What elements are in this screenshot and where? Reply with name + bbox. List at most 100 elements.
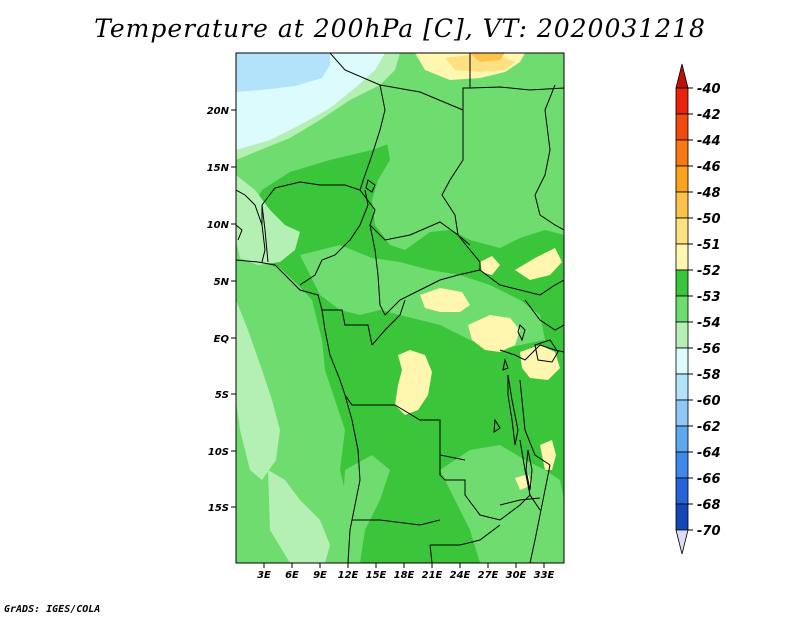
field-54-atlantic (236, 300, 280, 480)
border-nigeria-benin (261, 204, 269, 263)
colorbar-label: -54 (697, 316, 721, 331)
longitude-axis: 3E 6E 9E 12E 15E 18E 21E 24E 27E 30E 33E (257, 563, 555, 581)
map-frame (235, 52, 565, 564)
colorbar-swatch (675, 139, 689, 167)
field-51-east-b (480, 256, 500, 275)
colorbar-swatch (675, 451, 689, 479)
lake-mweru (493, 418, 501, 433)
lake-chad (365, 179, 376, 193)
latitude-axis: 20N 15N 10N 5N EQ 5S 10S 15S (207, 106, 236, 514)
colorbar-swatch (675, 113, 689, 141)
country-borders (236, 53, 564, 563)
border-malawi (519, 439, 541, 511)
grads-credit: GrADS: IGES/COLA (4, 604, 101, 615)
colorbar-swatch (675, 269, 689, 297)
lat-tick-label: 10S (208, 447, 229, 458)
colorbar-label: -56 (697, 342, 721, 357)
border-zambia (439, 455, 531, 521)
lon-tick-label: 12E (338, 570, 359, 581)
colorbar-label: -66 (697, 472, 721, 487)
lon-tick-label: 24E (450, 570, 471, 581)
colorbar-label: -62 (697, 420, 721, 435)
lat-tick-label: 20N (207, 106, 230, 117)
colorbar-swatch (675, 243, 689, 271)
lat-tick-label: 15N (207, 163, 230, 174)
lake-kariba (499, 497, 541, 506)
lon-tick-label: 33E (534, 570, 555, 581)
colorbar-swatch (675, 425, 689, 453)
lon-tick-label: 15E (366, 570, 387, 581)
colorbar-swatch (675, 373, 689, 401)
colorbar-label: -68 (697, 498, 721, 513)
colorbar-label: -46 (697, 160, 721, 175)
colorbar-top-arrow (675, 63, 689, 89)
colorbar-swatch (675, 503, 689, 531)
lon-tick-label: 9E (313, 570, 327, 581)
colorbar-label: -70 (697, 524, 721, 539)
lake-malawi (525, 449, 533, 491)
border-angola-namibia (352, 519, 441, 526)
lat-tick-label: EQ (214, 334, 230, 345)
border-coast-west (236, 259, 361, 563)
lat-tick-label: 10N (207, 220, 230, 231)
field-band-north (372, 53, 564, 250)
colorbar-label: -60 (697, 394, 721, 409)
border-sudan-ethiopia (534, 84, 564, 231)
field-58 (236, 53, 330, 92)
lat-tick-label: 15S (208, 503, 229, 514)
map-area (236, 53, 564, 563)
colorbar-label: -51 (697, 238, 721, 253)
field-51-east-d (540, 440, 556, 470)
field-51-east-a (515, 248, 562, 280)
colorbar-swatch (675, 321, 689, 349)
border-nigeria-cameroon (299, 189, 369, 286)
field-band-southwest (340, 455, 390, 563)
colorbar-label: -64 (697, 446, 721, 461)
colorbar-swatch (675, 165, 689, 193)
border-westafrica (236, 189, 266, 263)
lake-victoria (534, 339, 559, 363)
lon-tick-label: 21E (422, 570, 443, 581)
colorbar-swatch (675, 87, 689, 115)
colorbar-swatch (675, 347, 689, 375)
colorbar-label: -50 (697, 212, 721, 227)
field-51-lakes (468, 315, 520, 352)
colorbar-label: -44 (697, 134, 721, 149)
colorbar-label: -42 (697, 108, 721, 123)
border-tanzania (519, 379, 551, 466)
lon-tick-label: 18E (394, 570, 415, 581)
map-title: Temperature at 200hPa [C], VT: 202003121… (94, 14, 706, 43)
field-band-west (236, 53, 470, 563)
colorbar-label: -48 (697, 186, 721, 201)
colorbar-label: -52 (697, 264, 721, 279)
border-botswana (429, 544, 433, 563)
border-southsudan (479, 269, 564, 296)
border-uganda (524, 299, 564, 331)
lon-tick-label: 30E (506, 570, 527, 581)
lon-tick-label: 6E (285, 570, 299, 581)
field-51-east-c (520, 345, 560, 380)
lake-albert (517, 324, 526, 342)
colorbar-swatch (675, 217, 689, 245)
border-chad-car (359, 189, 459, 241)
field-51-congo-a (395, 350, 432, 415)
colorbar-swatch (675, 295, 689, 323)
colorbar-swatch (675, 191, 689, 219)
lake-volta (236, 224, 243, 241)
field-51-congo-b (420, 288, 470, 312)
border-car-congo (384, 269, 481, 316)
lat-tick-label: 5N (214, 277, 230, 288)
colorbar-label: -53 (697, 290, 721, 305)
border-congo-drc (371, 299, 406, 346)
lake-tanganyika (507, 374, 519, 446)
border-north-coast (469, 86, 564, 91)
colorbar-bottom-arrow (675, 529, 689, 555)
border-zambia-zimbabwe (430, 524, 501, 546)
border-mozambique (529, 464, 551, 563)
field-54-westcoast (236, 175, 300, 265)
border-car-sudan (457, 234, 481, 270)
border-car-cameroon (369, 224, 386, 316)
lon-tick-label: 3E (257, 570, 271, 581)
field-48-north (470, 53, 505, 62)
lake-kivu (502, 358, 509, 371)
